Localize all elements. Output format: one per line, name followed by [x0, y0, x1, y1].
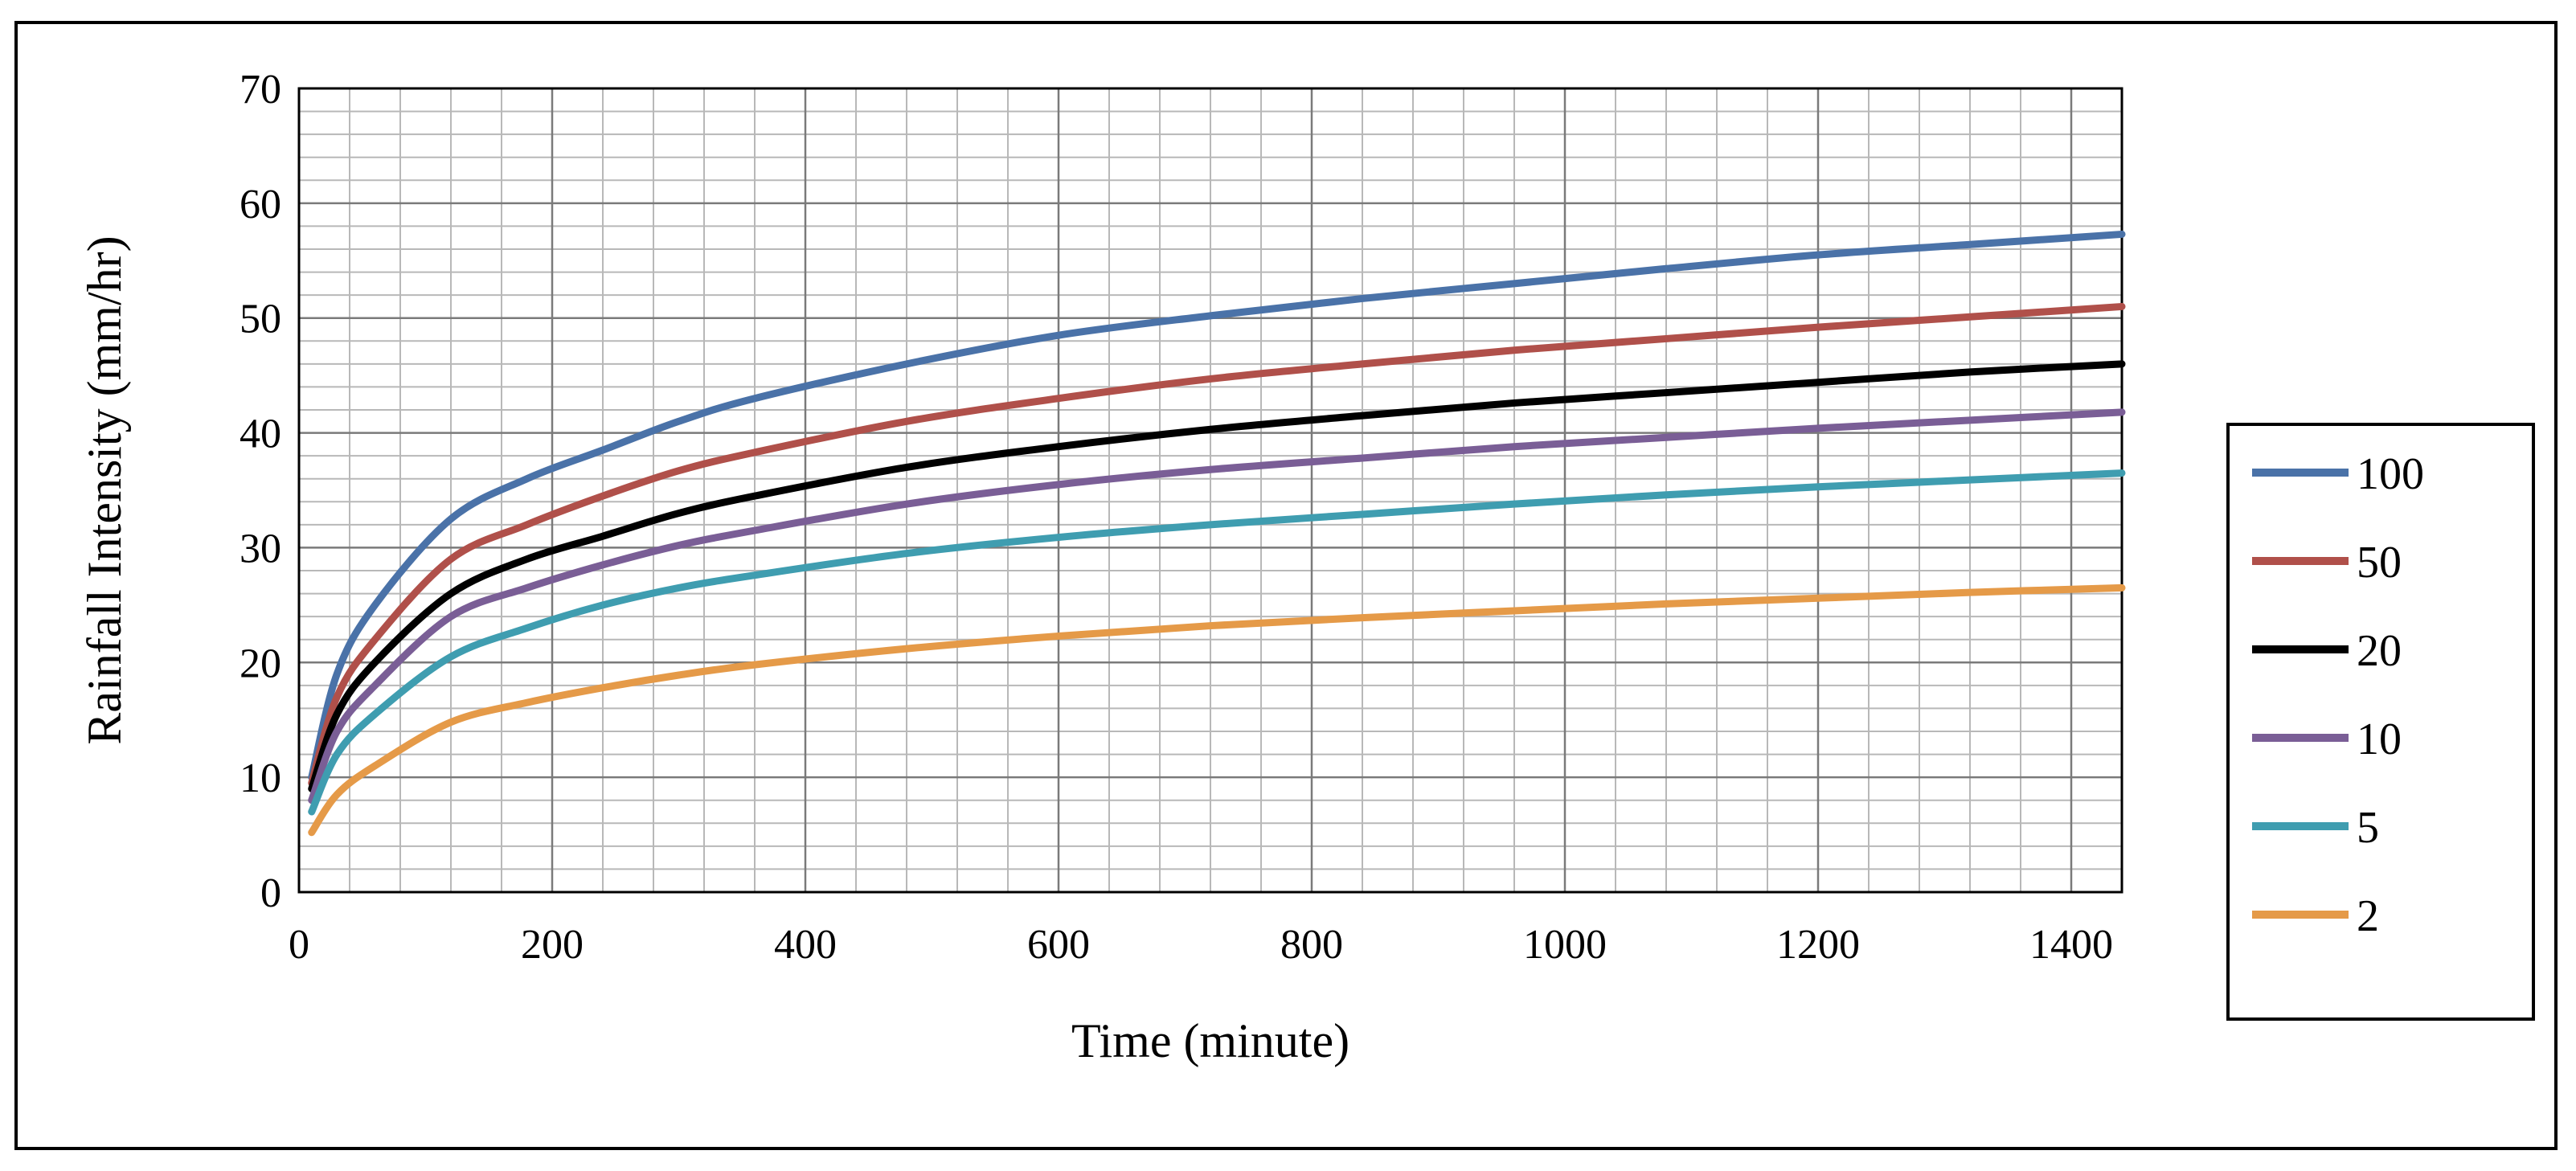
legend-label-5: 5	[2357, 803, 2379, 853]
x-tick-label: 1000	[1523, 922, 1607, 968]
x-tick-label: 1200	[1776, 922, 1860, 968]
series-line-10	[308, 408, 2126, 805]
legend-label-2: 2	[2357, 891, 2379, 941]
x-tick-label: 800	[1280, 922, 1343, 968]
legend-label-20: 20	[2357, 626, 2402, 676]
legend-label-100: 100	[2357, 449, 2424, 499]
legend: 100 50 20 10 5 2	[2226, 423, 2535, 1021]
y-tick-label: 20	[240, 641, 281, 686]
series-line-20	[308, 360, 2126, 792]
x-tick-label: 400	[774, 922, 837, 968]
chart-frame	[14, 21, 2558, 1150]
plot-area-border	[297, 87, 2123, 894]
x-tick-label: 200	[521, 922, 584, 968]
x-tick-label: 1400	[2029, 922, 2113, 968]
series-line-100	[308, 230, 2126, 781]
series-lines	[308, 230, 2126, 837]
y-tick-label: 60	[240, 182, 281, 227]
axis-ticks: 0 200 400 600 800 1000 1200 1400 0 10 20 30 40 50 60 70	[240, 67, 2113, 968]
x-tick-label: 0	[289, 922, 309, 968]
y-axis-title: Rainfall Intensity (mm/hr)	[78, 235, 131, 744]
y-tick-label: 0	[260, 870, 281, 916]
y-tick-label: 30	[240, 526, 281, 571]
y-tick-label: 40	[240, 411, 281, 457]
series-line-5	[308, 469, 2126, 816]
y-tick-label: 70	[240, 67, 281, 113]
series-line-50	[308, 302, 2126, 787]
legend-label-10: 10	[2357, 714, 2402, 764]
y-tick-label: 50	[240, 297, 281, 342]
series-line-2	[308, 583, 2126, 837]
legend-box	[2226, 423, 2535, 1021]
y-tick-label: 10	[240, 755, 281, 801]
x-tick-label: 600	[1027, 922, 1090, 968]
legend-label-50: 50	[2357, 538, 2402, 588]
grid	[297, 87, 2122, 894]
x-axis-title: Time (minute)	[1071, 1014, 1349, 1067]
